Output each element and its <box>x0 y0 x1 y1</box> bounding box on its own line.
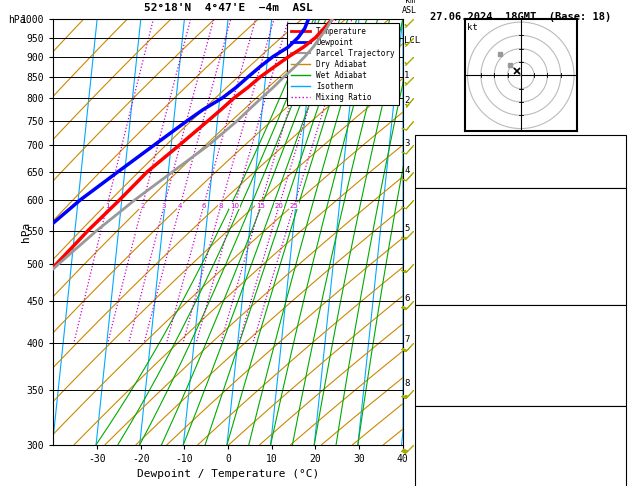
Text: Mixing Ratio (g/kg): Mixing Ratio (g/kg) <box>438 185 447 279</box>
Text: -2: -2 <box>528 255 540 265</box>
Text: Totals Totals: Totals Totals <box>418 154 494 164</box>
Text: 612: 612 <box>528 372 546 382</box>
Text: θₜ (K): θₜ (K) <box>418 340 454 350</box>
Text: 5: 5 <box>404 224 409 232</box>
Text: 27: 27 <box>528 388 540 398</box>
Text: 4: 4 <box>178 203 182 209</box>
Text: 8: 8 <box>218 203 223 209</box>
Text: kt: kt <box>467 23 478 32</box>
Text: hPa: hPa <box>8 15 26 25</box>
Text: Lifted Index: Lifted Index <box>418 255 489 265</box>
Text: StmSpd (kt): StmSpd (kt) <box>418 473 483 483</box>
Text: Most Unstable: Most Unstable <box>482 308 559 318</box>
Text: 217°: 217° <box>528 457 552 467</box>
Text: Hodograph: Hodograph <box>494 409 547 419</box>
Text: 25: 25 <box>289 203 298 209</box>
Text: SREH: SREH <box>418 441 442 451</box>
Text: CIN (J): CIN (J) <box>418 388 459 398</box>
Text: CAPE (J): CAPE (J) <box>418 372 465 382</box>
Text: 46: 46 <box>528 154 540 164</box>
Text: CAPE (J): CAPE (J) <box>418 271 465 281</box>
Text: 3: 3 <box>404 139 409 148</box>
Text: -2: -2 <box>528 356 540 366</box>
Text: LCL: LCL <box>404 36 420 45</box>
Text: 3.31: 3.31 <box>528 170 552 180</box>
Text: 6: 6 <box>404 294 409 303</box>
Text: 20: 20 <box>275 203 284 209</box>
Text: 6: 6 <box>201 203 206 209</box>
Text: Dewp (°C): Dewp (°C) <box>418 223 471 233</box>
Text: StmDir: StmDir <box>418 457 454 467</box>
Text: © weatheronline.co.uk: © weatheronline.co.uk <box>464 469 577 479</box>
Text: 18: 18 <box>528 441 540 451</box>
Text: θₜ(K): θₜ(K) <box>418 239 448 249</box>
Text: km
ASL: km ASL <box>402 0 417 15</box>
Text: 1: 1 <box>105 203 109 209</box>
Text: Pressure (mb): Pressure (mb) <box>418 324 494 334</box>
Text: 18.4: 18.4 <box>528 223 552 233</box>
Legend: Temperature, Dewpoint, Parcel Trajectory, Dry Adiabat, Wet Adiabat, Isotherm, Mi: Temperature, Dewpoint, Parcel Trajectory… <box>287 23 399 105</box>
Text: 4: 4 <box>528 473 534 483</box>
Text: 2: 2 <box>140 203 145 209</box>
Text: 27: 27 <box>528 287 540 297</box>
Text: 3: 3 <box>162 203 166 209</box>
Text: 27.06.2024  18GMT  (Base: 18): 27.06.2024 18GMT (Base: 18) <box>430 12 611 22</box>
Text: 4: 4 <box>404 166 409 175</box>
Text: Surface: Surface <box>500 191 541 201</box>
Text: K: K <box>418 138 424 148</box>
Text: CIN (J): CIN (J) <box>418 287 459 297</box>
X-axis label: Dewpoint / Temperature (°C): Dewpoint / Temperature (°C) <box>137 469 319 479</box>
Text: 26: 26 <box>528 138 540 148</box>
Text: 334: 334 <box>528 239 546 249</box>
Text: 23.8: 23.8 <box>528 207 552 217</box>
Text: EH: EH <box>418 425 430 435</box>
Text: 612: 612 <box>528 271 546 281</box>
Text: 18: 18 <box>528 425 540 435</box>
Text: Temp (°C): Temp (°C) <box>418 207 471 217</box>
Text: 52°18'N  4°47'E  −4m  ASL: 52°18'N 4°47'E −4m ASL <box>143 3 313 13</box>
Text: 2: 2 <box>404 96 409 105</box>
Text: 1: 1 <box>404 71 409 80</box>
Text: 7: 7 <box>404 335 409 344</box>
Text: 8: 8 <box>404 379 409 388</box>
Text: Lifted Index: Lifted Index <box>418 356 489 366</box>
Text: 334: 334 <box>528 340 546 350</box>
Text: 1008: 1008 <box>528 324 552 334</box>
Text: 15: 15 <box>256 203 265 209</box>
Text: PW (cm): PW (cm) <box>418 170 459 180</box>
Text: 10: 10 <box>230 203 239 209</box>
Text: hPa: hPa <box>21 222 31 242</box>
